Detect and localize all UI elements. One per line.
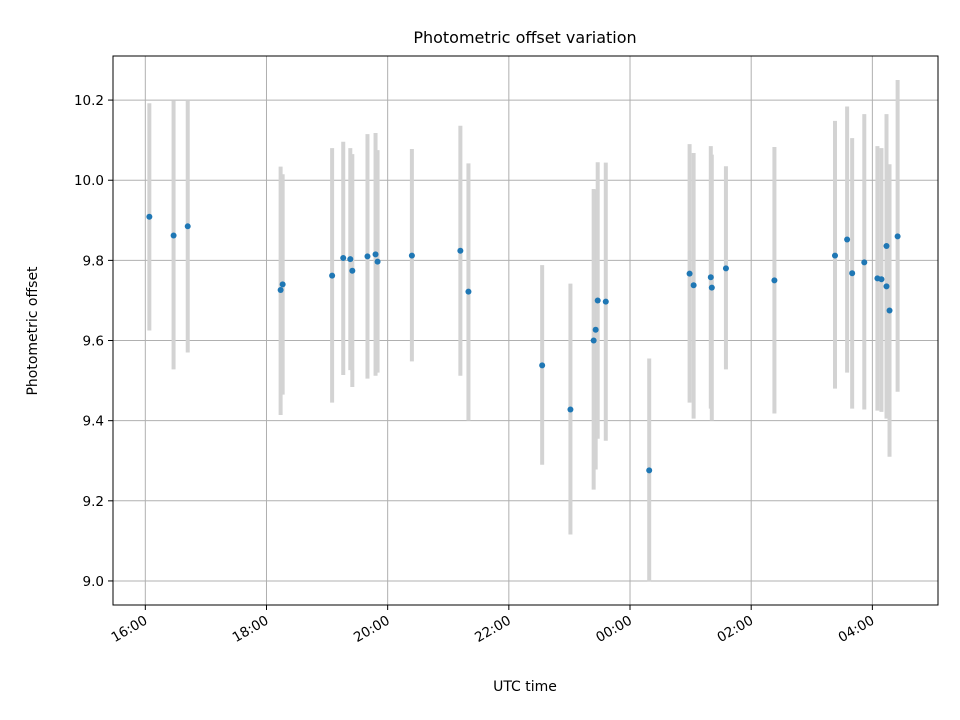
data-point [184,223,191,230]
data-point [146,213,153,220]
axes-frame [112,55,939,606]
data-points [146,213,901,474]
data-point [340,254,347,261]
y-tick-label: 9.2 [83,494,104,510]
data-point [832,252,839,259]
data-point [592,326,599,333]
data-point [883,283,890,290]
data-point [329,272,336,279]
data-point [374,258,381,265]
data-point [539,362,546,369]
data-point [602,298,609,305]
data-point [707,274,714,281]
y-tick-label: 9.6 [83,334,104,350]
data-point [594,297,601,304]
data-point [844,236,851,243]
grid-lines [113,56,938,605]
data-point [408,252,415,259]
data-point [708,284,715,291]
data-point [690,282,697,289]
data-point [170,232,177,239]
data-point [861,259,868,266]
data-point [886,307,893,314]
data-point [771,277,778,284]
data-point [567,406,574,413]
data-point [347,256,354,263]
data-point [590,337,597,344]
y-tick-label: 9.4 [83,414,104,430]
data-point [465,288,472,295]
y-axis-label: Photometric offset [25,266,41,396]
y-axis-ticks: 9.0 9.2 9.4 9.6 9.8 10.0 10.2 [74,93,113,590]
data-point [849,270,856,277]
y-tick-label: 10.2 [74,93,104,109]
data-point [646,467,653,474]
data-point [349,267,356,274]
y-tick-label: 10.0 [74,173,104,189]
data-point [277,287,284,294]
x-axis-label: UTC time [493,679,557,695]
data-point [372,251,379,258]
data-point [883,242,890,249]
data-point [686,270,693,277]
data-point [722,265,729,272]
y-tick-label: 9.0 [83,574,104,590]
chart-title: Photometric offset variation [413,28,636,47]
data-point [894,233,901,240]
data-point [878,276,885,283]
data-point [364,253,371,260]
data-point [279,281,286,288]
y-tick-label: 9.8 [83,253,104,269]
data-point [457,247,464,254]
